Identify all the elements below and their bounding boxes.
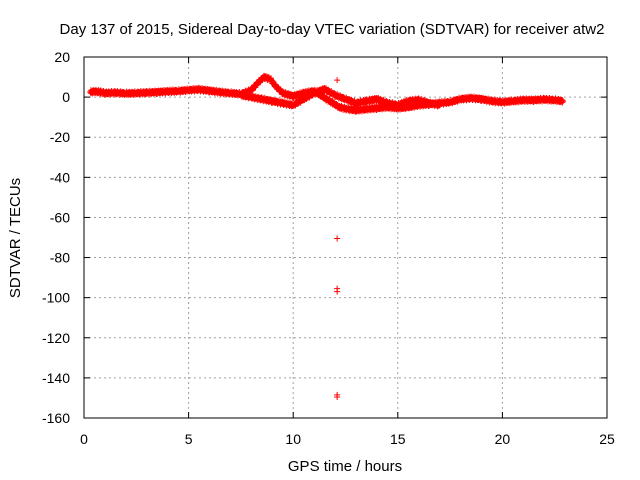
chart-title: Day 137 of 2015, Sidereal Day-to-day VTE… (60, 21, 605, 38)
plot-frame (83, 56, 608, 419)
data-point (559, 97, 566, 104)
data-point (436, 102, 443, 109)
y-tick-label: -140 (42, 370, 70, 386)
x-axis-label: GPS time / hours (288, 458, 402, 475)
data-point (435, 102, 442, 109)
x-tick-label: 10 (285, 431, 301, 447)
x-tick-label: 0 (80, 431, 88, 447)
y-tick-label: -120 (42, 330, 70, 346)
data-points (87, 72, 567, 400)
outlier-point (334, 235, 341, 242)
y-tick-label: -160 (42, 410, 70, 426)
x-tick-label: 25 (599, 431, 615, 447)
y-tick-label: -40 (50, 169, 70, 185)
outlier-point (334, 77, 341, 84)
y-tick-label: -60 (50, 209, 70, 225)
y-tick-label: -80 (50, 250, 70, 266)
y-tick-label: 20 (54, 49, 70, 65)
outlier-point (334, 288, 341, 295)
y-axis-label: SDTVAR / TECUs (7, 178, 24, 298)
axis-ticks: 0 5 10 15 20 25 20 0 -20 -40 -60 -80 -100 -120 -140 -16… (42, 49, 615, 447)
y-tick-label: -20 (50, 129, 70, 145)
data-point (560, 98, 567, 105)
x-tick-label: 20 (495, 431, 511, 447)
y-tick-label: 0 (62, 89, 70, 105)
x-tick-label: 5 (185, 431, 193, 447)
outlier-point (334, 393, 341, 400)
y-tick-label: -100 (42, 290, 70, 306)
x-tick-label: 15 (390, 431, 406, 447)
